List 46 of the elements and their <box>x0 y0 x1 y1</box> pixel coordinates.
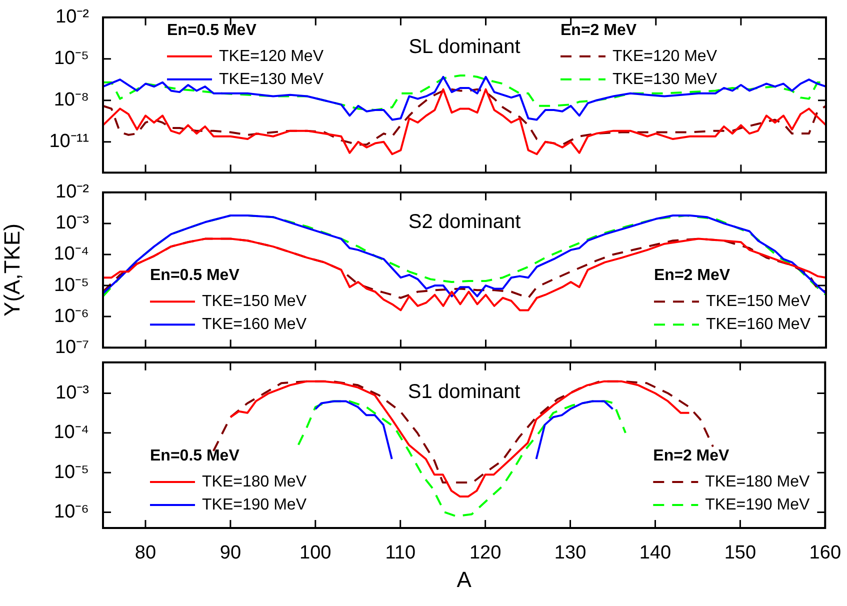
y-axis-title: Y(A,TKE) <box>0 224 24 316</box>
legend-label: TKE=130 MeV <box>219 70 324 88</box>
x-tick-label: 90 <box>220 542 242 564</box>
x-tick-label: 110 <box>385 542 416 564</box>
annotation: En=2 MeV <box>653 447 730 464</box>
legend-label: TKE=120 MeV <box>219 48 324 65</box>
annotation: En=2 MeV <box>654 267 730 284</box>
x-tick-label: 120 <box>469 542 502 564</box>
x-tick-label: 150 <box>724 542 756 564</box>
y-tick-label: 10⁻⁴ <box>54 422 89 444</box>
annotation: SL dominant <box>408 36 521 58</box>
annotation: En=0.5 MeV <box>150 447 240 464</box>
y-tick-label: 10⁻² <box>56 182 89 203</box>
legend-label: TKE=180 MeV <box>705 473 810 490</box>
y-tick-label: 10⁻⁴ <box>54 244 89 265</box>
legend-label: TKE=190 MeV <box>705 496 810 514</box>
legend-label: TKE=130 MeV <box>612 70 718 88</box>
y-tick-label: 10⁻⁵ <box>54 274 89 296</box>
annotation: En=0.5 MeV <box>150 267 240 284</box>
x-tick-label: 100 <box>300 542 332 564</box>
annotation: S1 dominant <box>408 380 521 403</box>
annotation: En=2 MeV <box>560 22 637 39</box>
y-tick-label: 10⁻⁵ <box>54 48 89 70</box>
y-tick-label: 10⁻³ <box>56 212 89 234</box>
annotation: En=0.5 MeV <box>167 22 257 39</box>
y-tick-label: 10⁻³ <box>56 382 89 404</box>
y-tick-label: 10⁻⁶ <box>54 306 89 327</box>
legend-label: TKE=150 MeV <box>202 293 307 310</box>
y-tick-label: 10⁻¹¹ <box>49 131 89 152</box>
legend-label: TKE=180 MeV <box>202 473 307 490</box>
x-tick-label: 130 <box>554 542 586 564</box>
y-tick-label: 10⁻⁷ <box>54 336 90 358</box>
legend-label: TKE=150 MeV <box>706 293 811 310</box>
legend-label: TKE=190 MeV <box>202 496 307 514</box>
annotation: S2 dominant <box>408 210 522 233</box>
y-tick-label: 10⁻⁶ <box>54 501 89 522</box>
legend-label: TKE=160 MeV <box>706 316 811 334</box>
x-tick-label: 140 <box>639 542 672 564</box>
x-tick-label: 80 <box>134 542 156 564</box>
x-tick-label: 160 <box>809 542 841 564</box>
legend-label: TKE=160 MeV <box>202 316 307 334</box>
x-axis-title: A <box>456 566 472 592</box>
y-tick-label: 10⁻² <box>56 6 89 28</box>
y-tick-label: 10⁻⁸ <box>54 90 89 111</box>
legend-label: TKE=120 MeV <box>612 48 718 65</box>
y-tick-label: 10⁻⁵ <box>54 462 89 483</box>
